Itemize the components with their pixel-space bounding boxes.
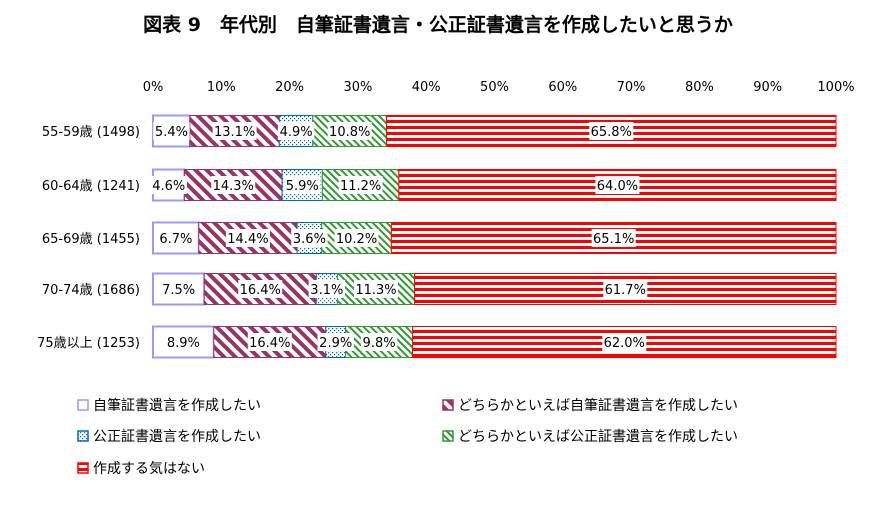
data-label-background xyxy=(277,122,315,140)
x-tick-label: 70% xyxy=(617,80,646,95)
data-label: 4.9% xyxy=(280,125,313,140)
data-label-background xyxy=(225,229,270,247)
legend-label: 自筆証書遺言を作成したい xyxy=(93,398,261,414)
data-label-background xyxy=(284,176,321,194)
data-label-background xyxy=(360,333,398,351)
data-label: 9.8% xyxy=(363,336,396,351)
data-label: 2.9% xyxy=(319,336,352,351)
data-label-background xyxy=(165,333,202,351)
data-label-background xyxy=(157,229,195,247)
data-label-background xyxy=(327,122,372,140)
x-tick-label: 80% xyxy=(685,80,714,95)
category-label: 70-74歳 (1686) xyxy=(42,283,140,298)
x-tick-label: 60% xyxy=(548,80,577,95)
x-tick-label: 20% xyxy=(275,80,304,95)
legend-item: どちらかといえば公正証書遺言を作成したい xyxy=(442,429,738,445)
x-tick-label: 0% xyxy=(143,80,164,95)
x-tick-label: 90% xyxy=(753,80,782,95)
data-label-background xyxy=(160,280,197,298)
legend-label: どちらかといえば自筆証書遺言を作成したい xyxy=(458,398,738,414)
legend-label: 公正証書遺言を作成したい xyxy=(93,429,261,445)
legend-swatch xyxy=(442,399,454,411)
data-label-background xyxy=(308,280,346,298)
legend-swatch xyxy=(77,430,89,442)
bar-segment xyxy=(321,222,392,254)
data-label-background xyxy=(589,122,634,140)
data-label: 65.1% xyxy=(593,232,634,247)
data-label: 11.3% xyxy=(355,283,396,298)
data-label-background xyxy=(338,176,383,194)
data-label-background xyxy=(591,229,636,247)
data-label-background xyxy=(153,122,190,140)
data-label: 3.6% xyxy=(293,232,326,247)
legend-label: 作成する気はない xyxy=(93,461,205,477)
data-label-background xyxy=(602,333,647,351)
data-label: 3.1% xyxy=(310,283,343,298)
x-tick-label: 100% xyxy=(817,80,854,95)
data-label: 13.1% xyxy=(214,125,255,140)
data-label-background xyxy=(211,176,256,194)
data-label: 62.0% xyxy=(604,336,645,351)
data-label-background xyxy=(247,333,292,351)
data-label-background xyxy=(334,229,379,247)
legend-swatch xyxy=(77,462,89,474)
category-label: 75歳以上 (1253) xyxy=(37,336,140,351)
x-tick-label: 10% xyxy=(207,80,236,95)
data-label: 6.7% xyxy=(159,232,192,247)
data-label-background xyxy=(353,280,398,298)
data-label-background xyxy=(291,229,328,247)
data-label: 10.2% xyxy=(336,232,377,247)
data-label-background xyxy=(595,176,640,194)
legend-item: 公正証書遺言を作成したい xyxy=(77,429,261,445)
data-label: 16.4% xyxy=(240,283,281,298)
data-label: 65.8% xyxy=(591,125,632,140)
x-tick-label: 50% xyxy=(480,80,509,95)
data-label: 5.4% xyxy=(155,125,188,140)
data-label: 7.5% xyxy=(162,283,195,298)
data-label-background xyxy=(317,333,354,351)
data-label: 61.7% xyxy=(605,283,646,298)
category-label: 65-69歳 (1455) xyxy=(42,232,140,247)
chart-title: 図表 9 年代別 自筆証書遺言・公正証書遺言を作成したいと思うか xyxy=(143,13,733,36)
data-label-background xyxy=(150,176,187,194)
legend-item: 作成する気はない xyxy=(77,461,205,477)
legend-item: どちらかといえば自筆証書遺言を作成したい xyxy=(442,398,738,414)
bar-segment xyxy=(390,222,837,254)
data-label: 4.6% xyxy=(152,179,185,194)
data-label: 14.4% xyxy=(227,232,268,247)
data-label-background xyxy=(212,122,257,140)
data-label: 11.2% xyxy=(340,179,381,194)
data-label: 64.0% xyxy=(597,179,638,194)
x-tick-label: 40% xyxy=(412,80,441,95)
legend-item: 自筆証書遺言を作成したい xyxy=(77,398,261,414)
legend-swatch xyxy=(442,430,454,442)
data-label: 10.8% xyxy=(329,125,370,140)
data-label: 8.9% xyxy=(167,336,200,351)
legend-swatch xyxy=(77,399,89,411)
legend-label: どちらかといえば公正証書遺言を作成したい xyxy=(458,429,738,445)
category-label: 55-59歳 (1498) xyxy=(42,125,140,140)
data-label: 14.3% xyxy=(213,179,254,194)
x-tick-label: 30% xyxy=(343,80,372,95)
data-label-background xyxy=(603,280,648,298)
category-label: 60-64歳 (1241) xyxy=(42,179,140,194)
data-label-background xyxy=(238,280,283,298)
data-label: 16.4% xyxy=(249,336,290,351)
data-label: 5.9% xyxy=(286,179,319,194)
